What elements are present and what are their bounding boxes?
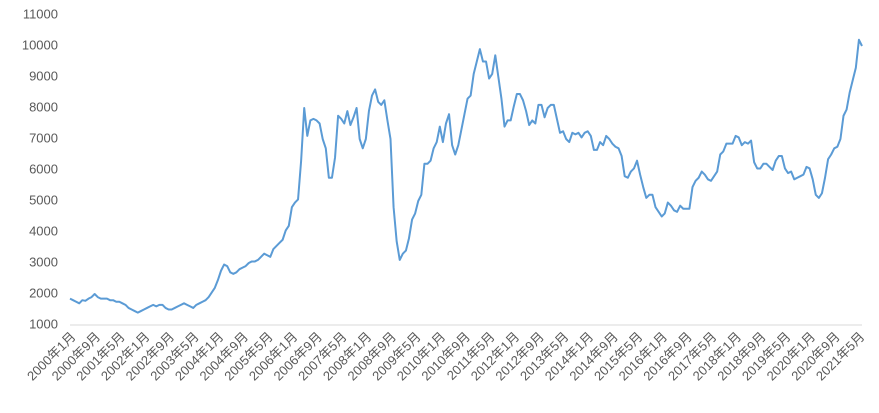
y-tick-label: 11000 xyxy=(23,6,58,21)
y-tick-label: 5000 xyxy=(29,192,58,207)
y-tick-label: 7000 xyxy=(29,130,58,145)
y-tick-label: 10000 xyxy=(22,37,58,52)
y-tick-label: 9000 xyxy=(29,68,58,83)
y-tick-label: 8000 xyxy=(29,99,58,114)
y-tick-label: 3000 xyxy=(29,254,58,269)
y-tick-label: 4000 xyxy=(29,223,58,238)
data-line xyxy=(69,38,863,314)
y-tick-label: 6000 xyxy=(29,161,58,176)
y-tick-label: 1000 xyxy=(29,316,58,331)
y-tick-label: 2000 xyxy=(29,285,58,300)
